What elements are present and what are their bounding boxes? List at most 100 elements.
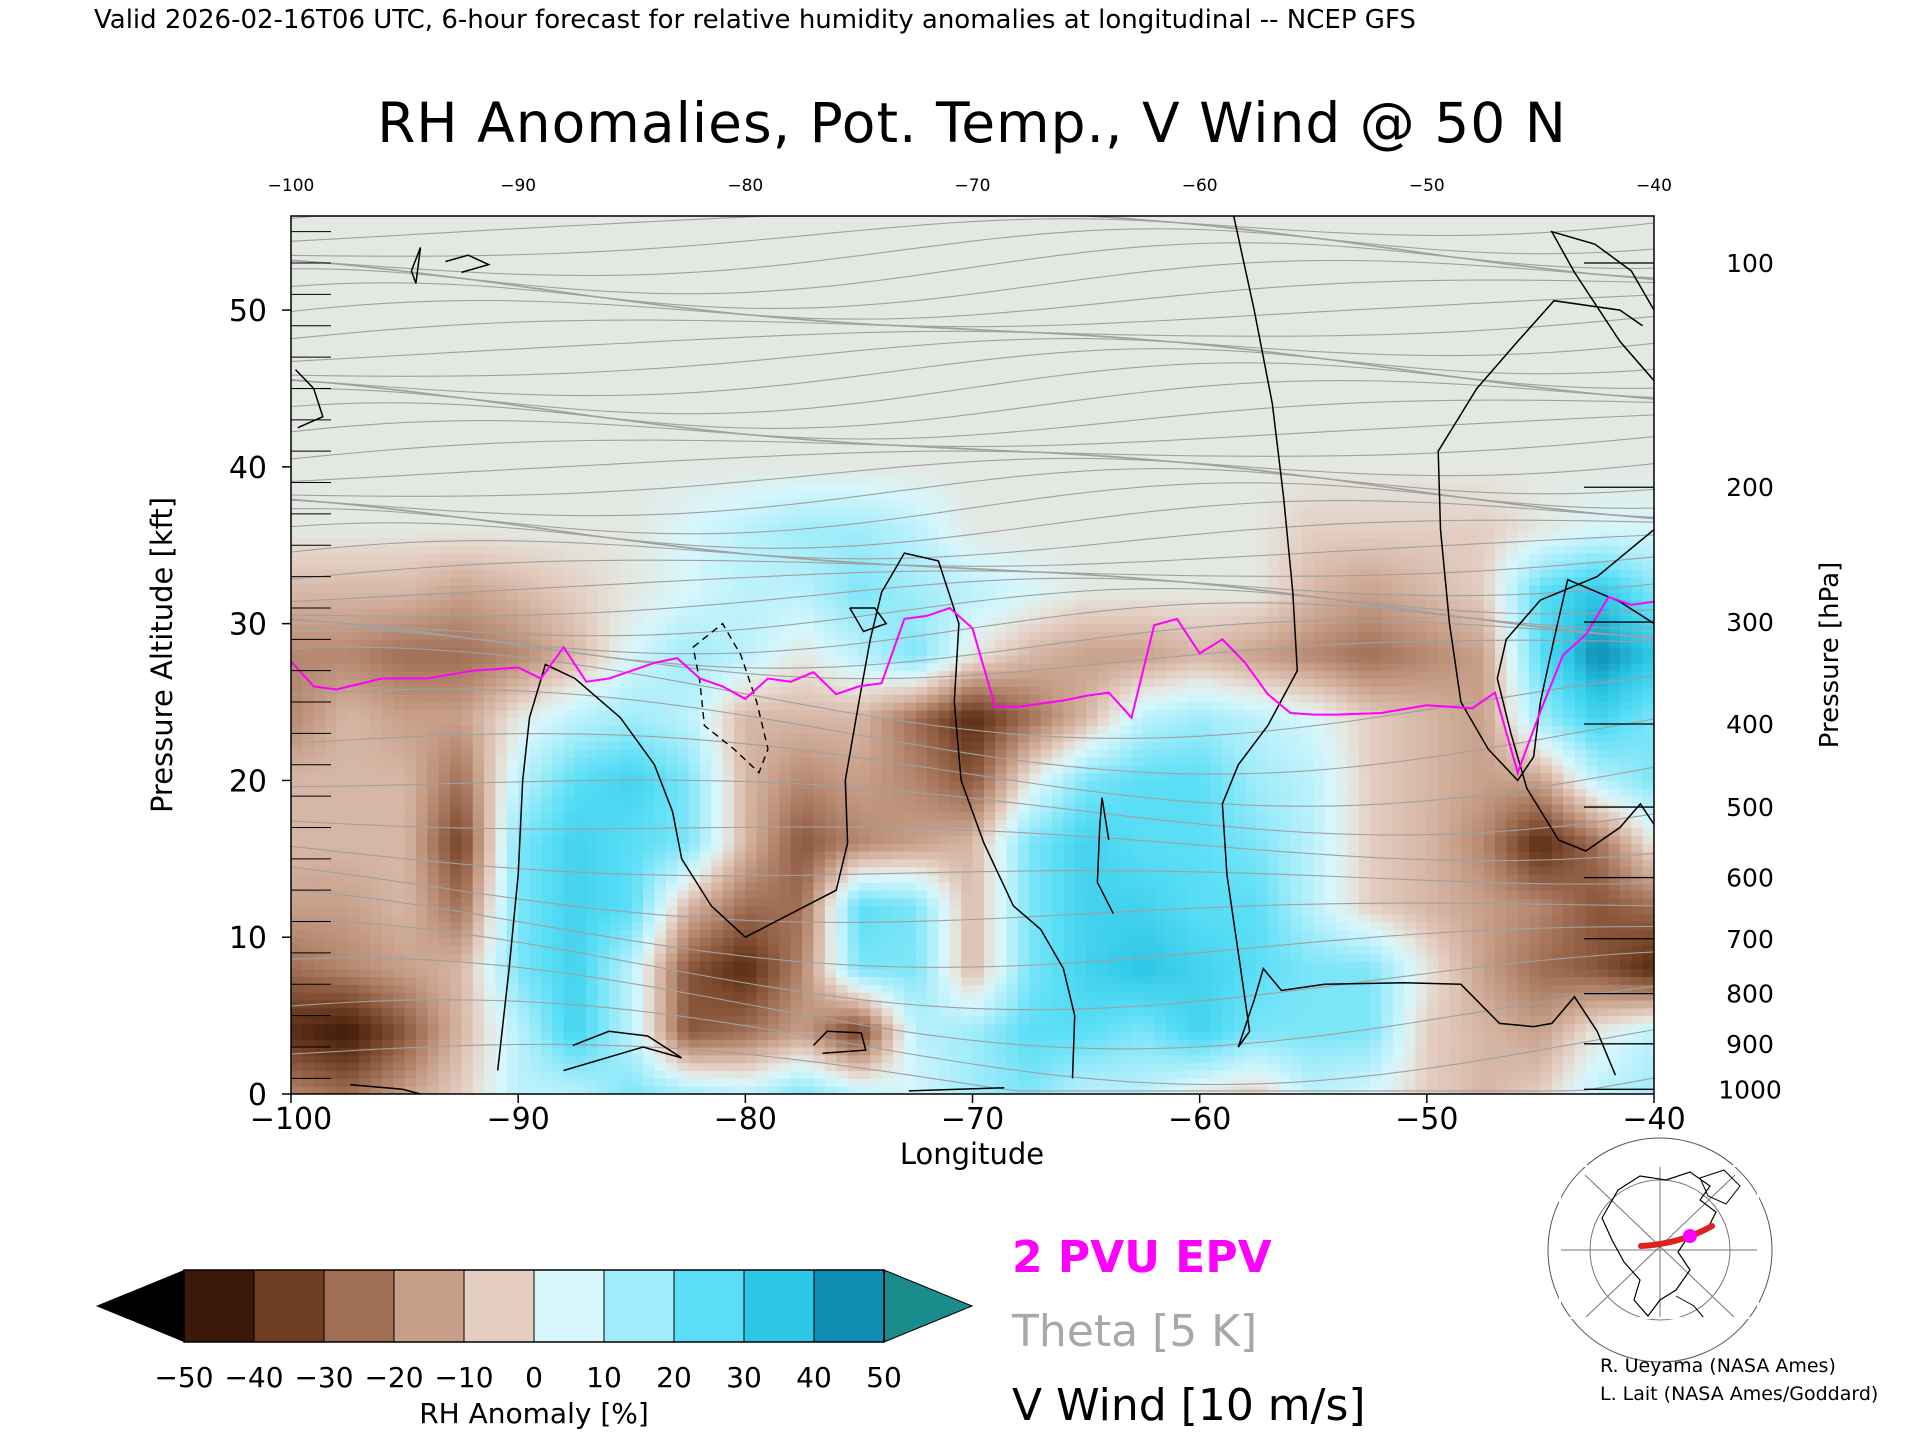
rh-cell [313,702,326,711]
rh-cell [722,231,735,241]
rh-cell [722,756,735,766]
rh-cell [677,655,690,664]
rh-cell [733,890,746,899]
rh-cell [563,921,576,930]
rh-cell [699,521,712,531]
rh-cell [609,764,621,774]
rh-cell [404,411,417,421]
rh-cell [291,1039,303,1048]
rh-cell [552,1039,565,1048]
rh-cell [484,1007,497,1017]
rh-cell [790,952,803,962]
rh-cell [291,247,303,256]
rh-cell [745,937,758,946]
rh-cell [302,411,315,421]
rh-cell [688,655,701,664]
rh-cell [472,482,485,491]
rh-cell [518,560,531,570]
rh-cell [313,929,326,938]
rh-cell [597,1078,610,1087]
rh-cell [450,890,462,899]
rh-cell [370,1007,383,1017]
rh-cell [563,913,576,923]
rh-cell [393,615,406,625]
rh-cell [609,741,621,750]
rh-cell [643,686,656,695]
rh-cell [370,1031,383,1040]
rh-cell [529,678,542,687]
rh-cell [745,1078,758,1087]
rh-cell [313,717,326,727]
rh-cell [733,929,746,938]
rh-cell [563,357,576,366]
rh-cell [631,513,644,523]
rh-cell [654,850,667,860]
rh-cell [347,992,360,1001]
rh-cell [790,678,803,687]
rh-cell [484,325,497,335]
rh-cell [393,490,406,499]
rh-cell [427,592,440,601]
rh-cell [768,756,781,766]
rh-cell [745,694,758,703]
rh-cell [313,451,326,460]
rh-cell [586,702,599,711]
rh-cell [620,443,633,452]
rh-cell [643,1023,656,1032]
rh-cell [563,764,576,774]
rh-cell [404,976,417,985]
rh-cell [665,694,678,703]
rh-cell [643,404,656,413]
rh-cell [370,443,383,452]
rh-cell [359,1015,372,1025]
rh-cell [438,341,451,350]
rh-cell [609,451,621,460]
rh-cell [756,929,769,938]
rh-cell [768,741,781,750]
rh-cell [699,858,712,868]
rh-cell [790,686,803,695]
rh-cell [393,741,406,750]
rh-cell [768,850,781,860]
rh-cell [733,1007,746,1017]
rh-cell [597,678,610,687]
rh-cell [540,255,553,264]
rh-cell [529,999,542,1009]
rh-cell [711,255,724,264]
rh-cell [415,553,428,562]
rh-cell [756,952,769,962]
rh-cell [756,694,769,703]
rh-cell [699,443,712,452]
rh-cell [484,584,497,593]
rh-cell [529,811,542,821]
rh-cell [699,537,712,546]
rh-cell [359,1086,372,1094]
rh-cell [450,1023,462,1032]
rh-cell [472,882,485,891]
rh-cell [745,333,758,343]
rh-cell [609,607,621,617]
rh-cell [699,396,712,405]
rh-cell [540,278,553,288]
rh-cell [722,466,735,476]
rh-cell [472,1078,485,1087]
rh-cell [404,521,417,531]
rh-cell [450,419,462,429]
rh-cell [313,709,326,719]
rh-cell [347,984,360,993]
rh-cell [484,506,497,515]
rh-cell [404,890,417,899]
rh-cell [768,937,781,946]
rh-cell [302,694,315,703]
rh-cell [552,905,565,915]
rh-cell [733,372,746,382]
rh-cell [529,333,542,343]
rh-cell [665,459,678,468]
rh-cell [313,333,326,343]
rh-cell [665,364,678,374]
rh-cell [711,451,724,460]
rh-cell [597,560,610,570]
rh-cell [643,216,656,225]
rh-cell [609,819,621,829]
rh-cell [540,333,553,343]
